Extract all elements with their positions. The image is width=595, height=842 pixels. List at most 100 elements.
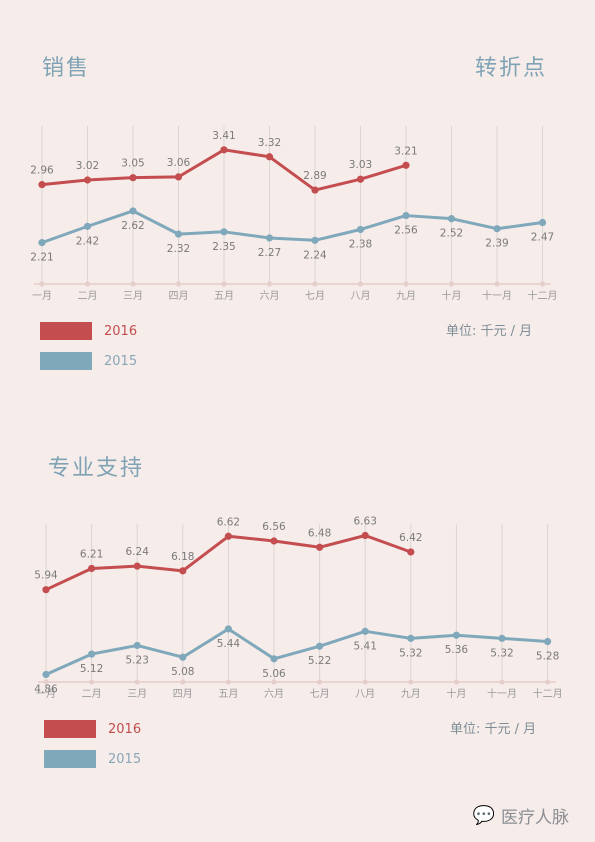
data-label-2015: 2.32 [167,243,190,255]
axis-tick-dot [271,679,277,685]
data-label-2016: 3.32 [258,137,281,149]
axis-tick-dot [175,281,182,287]
data-label-2015: 2.24 [303,249,327,261]
data-point-2015 [83,222,92,230]
legend-2015-support: 2015 [44,750,141,768]
data-point-2016 [129,174,137,182]
x-tick-label: 十月 [442,289,462,302]
data-point-2016 [361,531,369,540]
legend-label-2016: 2016 [108,721,142,737]
support-title: 专业支持 [48,456,145,481]
turning-point-label: 转折点 [474,56,547,81]
axis-tick-dot [545,679,551,685]
x-tick-label: 二月 [82,688,102,700]
data-point-2016 [407,548,415,556]
data-point-2015 [452,631,460,639]
data-point-2015 [42,670,50,679]
x-tick-label: 九月 [401,688,421,700]
data-point-2016 [402,161,410,169]
legend-label-2016: 2016 [104,323,138,339]
axis-tick-dot [448,281,455,287]
axis-tick-dot [266,281,273,287]
x-tick-label: 十一月 [487,687,517,700]
x-tick-label: 八月 [351,290,371,302]
x-tick-label: 一月 [36,688,56,700]
data-point-2016 [356,175,365,183]
data-point-2015 [270,655,278,663]
data-point-2016 [270,537,278,545]
data-label-2016: 6.21 [80,548,103,560]
legend-label-2015: 2015 [108,751,142,767]
watermark: 💬 医疗人脉 [473,803,569,828]
unit-label-sales: 单位: 千元 / 月 [446,324,533,339]
axis-tick-dot [403,281,409,287]
x-tick-label: 七月 [305,290,325,302]
data-point-2015 [220,228,228,236]
data-point-2015 [179,653,187,661]
data-point-2016 [311,186,319,194]
data-point-2015 [493,225,501,233]
data-label-2015: 2.39 [485,238,508,250]
data-point-2016 [38,181,46,189]
x-tick-label: 五月 [218,688,238,700]
axis-tick-dot [39,281,45,287]
data-label-2016: 6.56 [262,521,286,533]
x-tick-label: 七月 [310,688,330,700]
axis-tick-dot [43,679,49,685]
data-point-2015 [38,239,46,247]
unit-label-support: 单位: 千元 / 月 [450,722,537,737]
data-point-2016 [224,532,232,540]
data-point-2015 [265,234,274,242]
data-label-2015: 5.22 [308,655,331,667]
axis-tick-dot [453,679,459,685]
legend-swatch-2015 [40,352,92,370]
data-label-2016: 6.42 [399,532,422,544]
data-point-2016 [265,153,274,161]
data-label-2015: 5.41 [354,640,377,652]
data-label-2015: 5.12 [80,663,103,675]
axis-tick-dot [362,679,368,685]
x-tick-label: 四月 [173,688,193,700]
data-label-2016: 3.02 [76,160,99,172]
axis-tick-dot [408,679,414,685]
data-label-2015: 2.47 [531,232,554,244]
x-tick-label: 三月 [127,688,147,700]
data-label-2016: 2.96 [30,165,54,177]
data-label-2015: 2.27 [258,247,281,259]
axis-tick-dot [312,281,318,287]
x-tick-label: 八月 [355,688,375,700]
data-label-2016: 6.62 [217,516,240,528]
axis-tick-dot [134,679,140,685]
data-label-2016: 3.21 [394,145,417,157]
axis-tick-dot [130,281,136,287]
x-tick-label: 一月 [32,290,52,302]
x-tick-label: 六月 [264,688,284,700]
data-label-2016: 3.03 [349,159,372,171]
x-tick-label: 十月 [446,687,466,700]
data-point-2015 [402,211,410,220]
data-label-2015: 5.36 [445,644,469,656]
wechat-icon: 💬 [472,805,495,826]
legend-2016-support: 2016 [44,720,141,738]
data-label-2015: 5.32 [399,647,422,659]
x-tick-label: 十二月 [533,687,563,700]
data-label-2015: 2.62 [121,220,144,232]
axis-tick-dot [89,679,95,685]
data-point-2015 [129,207,137,215]
legend-2016-sales: 2016 [40,322,137,340]
data-point-2015 [361,627,369,635]
x-tick-label: 二月 [78,290,98,302]
data-point-2015 [88,650,96,658]
data-label-2015: 5.44 [217,638,241,650]
axis-tick-dot [84,281,91,287]
data-point-2016 [42,586,50,594]
data-point-2015 [356,225,365,234]
data-point-2015 [544,637,552,646]
x-tick-label: 三月 [123,290,143,302]
data-label-2016: 3.06 [167,157,191,169]
data-point-2016 [88,564,96,573]
data-label-2015: 2.52 [440,228,463,240]
axis-tick-dot [317,679,323,685]
legend-swatch-2016 [40,322,92,340]
x-tick-label: 十一月 [482,289,512,302]
